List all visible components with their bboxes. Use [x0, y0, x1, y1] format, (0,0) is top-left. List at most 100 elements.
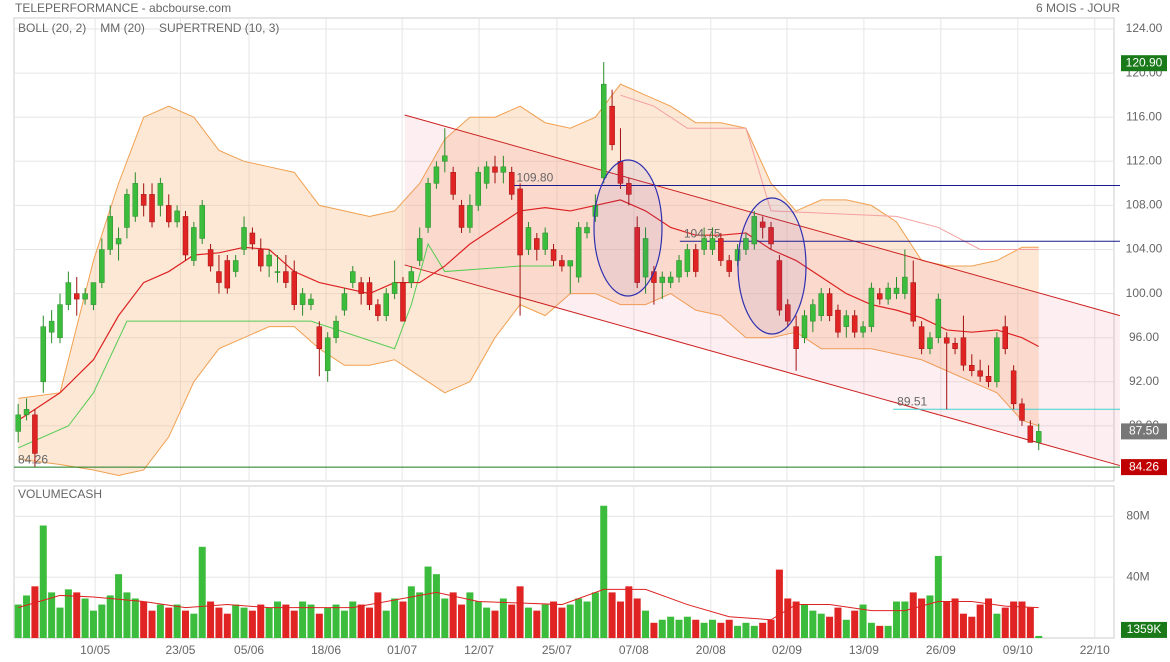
candle-body: [751, 216, 758, 245]
y-tick-label: 108.00: [1126, 198, 1163, 212]
candle-body: [718, 238, 724, 261]
candle-body: [124, 194, 130, 228]
volume-bar: [959, 613, 967, 638]
candle-body: [550, 249, 557, 261]
candle-body: [224, 260, 231, 289]
volume-bar: [449, 592, 457, 638]
candle-body: [350, 271, 356, 283]
volume-bar: [943, 601, 951, 638]
y-tick-label: 100.00: [1126, 286, 1163, 300]
candle-body: [977, 370, 983, 377]
volume-bar: [165, 607, 173, 638]
candle-body: [182, 216, 189, 256]
volume-bar: [374, 592, 382, 638]
volume-bar: [466, 592, 474, 638]
volume-bar: [541, 604, 549, 638]
candle-body: [743, 238, 749, 250]
chart-title: TELEPERFORMANCE - abcbourse.com: [15, 1, 231, 15]
candle-body: [299, 293, 306, 305]
volume-bar: [23, 595, 31, 638]
candle-body: [517, 188, 523, 256]
x-tick-label: 22/10: [1080, 643, 1110, 657]
candle-body: [567, 260, 574, 267]
candle-body: [785, 304, 791, 322]
volume-bar: [156, 604, 164, 638]
volume-bar: [14, 604, 22, 638]
x-tick-label: 25/07: [542, 643, 572, 657]
candle-body: [508, 172, 515, 195]
candle-body: [1027, 425, 1034, 443]
price-tag-label: 1359K: [1127, 622, 1162, 636]
candle-body: [450, 172, 456, 195]
price-tag-box: [1121, 423, 1167, 440]
volume-bar: [98, 604, 106, 638]
candle-body: [140, 194, 147, 206]
candle-body: [559, 260, 565, 267]
y-tick-label: 112.00: [1126, 153, 1162, 167]
volume-bar: [968, 616, 976, 638]
candle-body: [927, 337, 933, 349]
volume-bar: [700, 622, 708, 638]
volume-bar: [299, 601, 307, 638]
volume-bar: [441, 598, 449, 638]
price-tag-label: 120.90: [1126, 55, 1163, 69]
volume-bar: [198, 546, 206, 638]
volume-bar: [115, 574, 123, 638]
candle-body: [492, 166, 498, 173]
volume-bar: [867, 622, 875, 638]
candle-body: [918, 326, 925, 349]
volume-bar: [566, 604, 574, 638]
volume-bar: [1035, 635, 1043, 638]
candle-body: [793, 326, 799, 349]
volume-bar: [650, 622, 658, 638]
volume-bar: [458, 604, 466, 638]
volume-bar: [842, 619, 850, 638]
volume-title: VOLUMECASH: [18, 487, 102, 501]
volume-bar: [491, 610, 499, 638]
candle-body: [893, 287, 900, 294]
candle-body: [258, 249, 264, 267]
x-tick-label: 20/08: [696, 643, 726, 657]
candle-body: [249, 232, 256, 245]
volume-bar: [616, 601, 624, 638]
volume-bar: [742, 622, 750, 638]
candle-body: [985, 376, 992, 383]
volume-bar: [407, 586, 415, 638]
volume-bar: [106, 595, 114, 638]
candle-body: [935, 298, 942, 338]
candle-body: [90, 282, 97, 305]
candle-body: [40, 326, 47, 383]
candle-body: [943, 337, 950, 344]
volume-bar: [483, 607, 491, 638]
y-tick-label: 96.00: [1129, 330, 1159, 344]
candle-body: [810, 304, 816, 322]
candle-body: [667, 276, 674, 283]
candle-body: [157, 183, 164, 206]
candle-body: [366, 282, 373, 305]
candle-body: [483, 166, 490, 184]
volume-bar: [432, 574, 440, 638]
candle-body: [416, 238, 423, 261]
candle-body: [82, 293, 88, 300]
volume-bar: [784, 598, 792, 638]
candle-body: [868, 287, 875, 327]
candle-body: [358, 282, 364, 294]
volume-bar: [265, 607, 273, 638]
candle-body: [826, 293, 833, 316]
volume-bar: [240, 607, 248, 638]
volume-bar: [834, 607, 842, 638]
volume-bar: [357, 604, 365, 638]
level-label: 104.75: [684, 226, 721, 240]
price-tag: 1359K: [1121, 621, 1167, 638]
candle-body: [960, 337, 967, 366]
volume-bar: [792, 601, 800, 638]
highlight-ellipse: [737, 197, 807, 335]
candle-body: [575, 227, 582, 278]
volume-bar: [600, 505, 608, 638]
volume-bar: [993, 613, 1001, 638]
volume-bar: [1001, 607, 1009, 638]
supertrend-line: [620, 94, 1039, 250]
volume-bar: [1018, 601, 1026, 638]
x-tick-label: 05/06: [234, 643, 264, 657]
